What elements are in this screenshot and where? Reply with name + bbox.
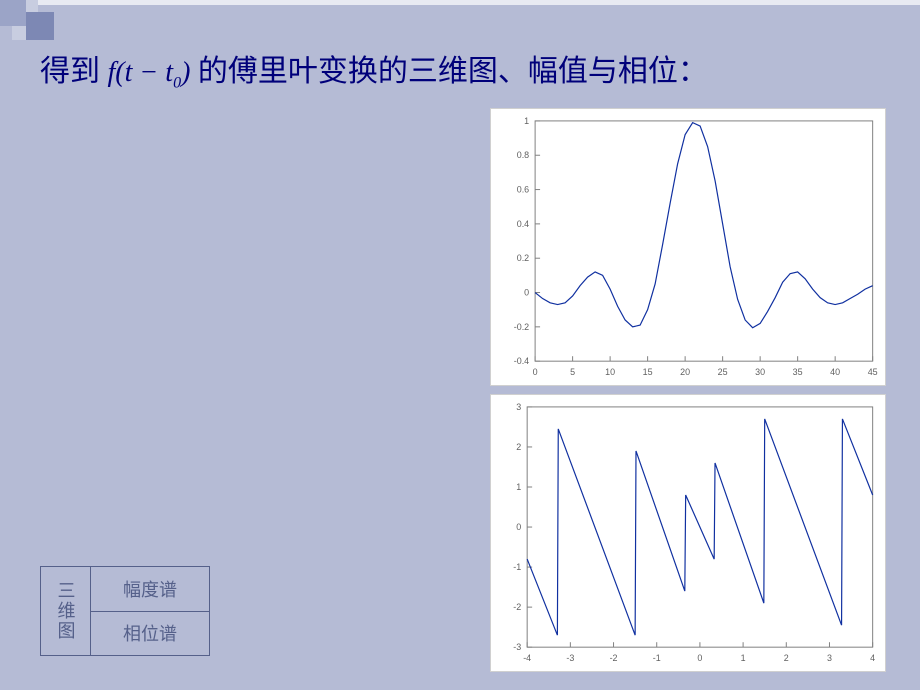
svg-text:0: 0 <box>516 522 521 532</box>
svg-text:-3: -3 <box>513 642 521 652</box>
svg-text:1: 1 <box>516 482 521 492</box>
svg-text:0.6: 0.6 <box>517 185 529 195</box>
svg-text:35: 35 <box>793 367 803 377</box>
svg-text:45: 45 <box>868 367 878 377</box>
legend-phase-cell: 相位谱 <box>91 611 209 656</box>
title-pre: 得到 <box>40 55 108 88</box>
svg-text:0.8: 0.8 <box>517 150 529 160</box>
svg-text:0: 0 <box>697 653 702 663</box>
svg-text:-2: -2 <box>610 653 618 663</box>
title-formula: f(t − t0) <box>108 57 191 88</box>
svg-text:-1: -1 <box>513 562 521 572</box>
svg-text:10: 10 <box>605 367 615 377</box>
corner-decoration <box>0 0 70 40</box>
svg-text:-0.4: -0.4 <box>514 356 529 366</box>
amplitude-chart-svg: 0 5 10 15 20 25 30 35 40 45 -0.4 -0.2 0 0.2 0.4 0.6 0.8 1 <box>491 109 885 385</box>
svg-text:-3: -3 <box>566 653 574 663</box>
svg-text:2: 2 <box>784 653 789 663</box>
legend-left-cell: 三维图 <box>41 567 91 655</box>
svg-text:25: 25 <box>718 367 728 377</box>
phase-chart-svg: -4-3-2-101234-3-2-10123 <box>491 395 885 671</box>
svg-text:-4: -4 <box>523 653 531 663</box>
legend-amplitude-cell: 幅度谱 <box>91 567 209 611</box>
svg-text:40: 40 <box>830 367 840 377</box>
svg-text:1: 1 <box>741 653 746 663</box>
title-post: 的傅里叶变换的三维图、幅值与相位： <box>198 55 708 88</box>
svg-text:-2: -2 <box>513 602 521 612</box>
svg-text:3: 3 <box>827 653 832 663</box>
svg-text:15: 15 <box>643 367 653 377</box>
svg-text:20: 20 <box>680 367 690 377</box>
svg-text:0.4: 0.4 <box>517 219 529 229</box>
svg-text:2: 2 <box>516 442 521 452</box>
svg-text:30: 30 <box>755 367 765 377</box>
phase-chart: -4-3-2-101234-3-2-10123 <box>490 394 886 672</box>
slide-title: 得到 f(t − t0) 的傅里叶变换的三维图、幅值与相位： <box>40 50 880 95</box>
legend-right-column: 幅度谱 相位谱 <box>91 567 209 655</box>
svg-text:-0.2: -0.2 <box>514 322 529 332</box>
svg-text:0: 0 <box>524 288 529 298</box>
svg-text:1: 1 <box>524 116 529 126</box>
legend-table: 三维图 幅度谱 相位谱 <box>40 566 210 656</box>
svg-text:0: 0 <box>533 367 538 377</box>
svg-text:0.2: 0.2 <box>517 253 529 263</box>
amplitude-chart: 0 5 10 15 20 25 30 35 40 45 -0.4 -0.2 0 0.2 0.4 0.6 0.8 1 <box>490 108 886 386</box>
svg-text:5: 5 <box>570 367 575 377</box>
svg-text:-1: -1 <box>653 653 661 663</box>
slide-top-border <box>0 0 920 5</box>
svg-text:4: 4 <box>870 653 875 663</box>
svg-text:3: 3 <box>516 402 521 412</box>
